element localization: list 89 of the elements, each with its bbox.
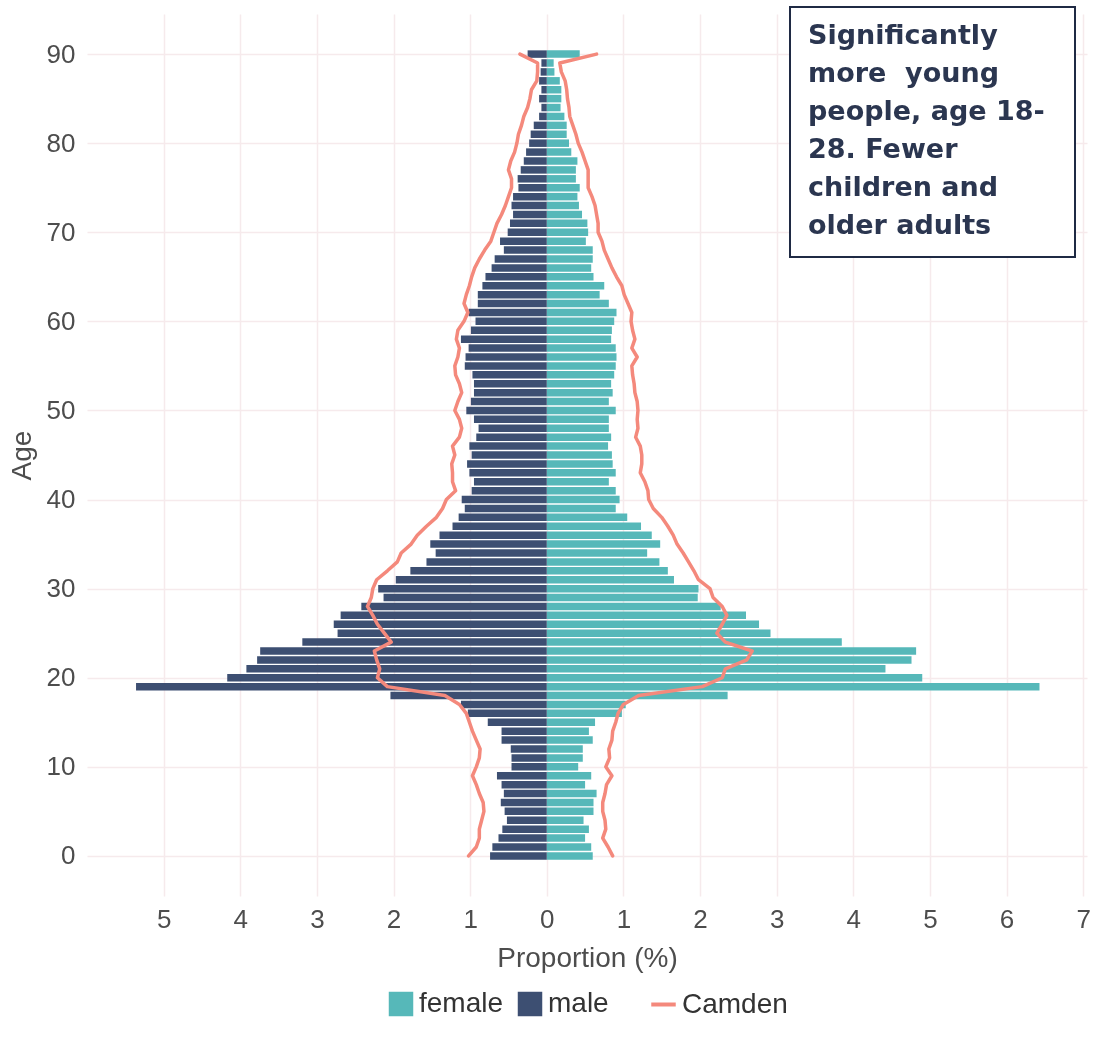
bar <box>470 397 547 406</box>
legend-label: Camden <box>682 987 788 1019</box>
bar <box>546 290 600 299</box>
bar <box>533 121 547 130</box>
x-tick-label: 4 <box>846 903 862 934</box>
bar <box>546 219 588 228</box>
bar <box>541 103 547 112</box>
bar <box>546 406 616 415</box>
y-tick-label: 60 <box>46 305 76 336</box>
bar <box>136 682 547 691</box>
bar <box>460 700 547 709</box>
bar <box>509 219 547 228</box>
bar <box>503 789 547 798</box>
x-tick-label: 7 <box>1076 903 1091 934</box>
bar <box>546 780 586 789</box>
x-tick-label: 2 <box>693 903 708 934</box>
legend-label: female <box>419 987 504 1018</box>
x-tick-label: 1 <box>463 903 478 934</box>
y-tick-label: 50 <box>46 394 76 425</box>
bar <box>546 210 583 219</box>
bar <box>546 798 594 807</box>
bar <box>546 789 597 798</box>
bar <box>473 415 547 424</box>
bar <box>477 290 547 299</box>
bar <box>466 406 547 415</box>
x-axis-title: Proportion (%) <box>497 941 678 973</box>
bar <box>467 709 547 718</box>
bar <box>546 495 620 504</box>
bar <box>546 112 565 121</box>
y-axis-title: Age <box>5 430 37 481</box>
bar <box>546 94 562 103</box>
bar <box>471 486 547 495</box>
bar <box>500 798 547 807</box>
bar <box>468 308 547 317</box>
bar <box>473 388 547 397</box>
bar <box>504 807 547 816</box>
x-tick-label: 0 <box>540 903 555 934</box>
legend-label: male <box>548 987 609 1018</box>
bar <box>378 584 547 593</box>
x-tick-label: 4 <box>233 903 248 934</box>
bar <box>461 495 547 504</box>
annotation: Significantly more young people, age 18-28. Fewer children and older adults <box>789 6 1076 258</box>
x-tick-label: 3 <box>769 903 785 934</box>
bar <box>475 317 547 326</box>
x-tick-label: 6 <box>999 903 1015 934</box>
y-tick-label: 40 <box>46 484 76 515</box>
y-tick-label: 80 <box>46 127 76 158</box>
y-tick-label: 20 <box>46 662 76 693</box>
bar <box>546 299 609 308</box>
bar <box>477 299 547 308</box>
bar <box>546 486 616 495</box>
bar <box>546 513 628 522</box>
bar <box>546 807 594 816</box>
bar <box>546 308 617 317</box>
bar <box>361 602 547 611</box>
bar <box>546 593 698 602</box>
bar <box>546 201 579 210</box>
bar <box>539 94 547 103</box>
bar <box>546 584 699 593</box>
bar <box>458 513 547 522</box>
y-tick-label: 90 <box>46 38 76 69</box>
bar <box>546 192 578 201</box>
y-tick-label: 10 <box>46 751 76 782</box>
bar <box>546 317 615 326</box>
bar <box>546 121 567 130</box>
bar <box>340 611 547 620</box>
bar <box>383 593 547 602</box>
bar <box>501 780 547 789</box>
bar <box>546 682 1040 691</box>
bar <box>513 192 547 201</box>
bar <box>546 415 609 424</box>
x-tick-label: 5 <box>156 903 172 934</box>
bar <box>539 112 547 121</box>
bar <box>546 602 721 611</box>
y-tick-label: 70 <box>46 216 76 247</box>
bar <box>546 388 613 397</box>
x-tick-label: 2 <box>386 903 402 934</box>
bar <box>546 504 616 513</box>
bar <box>546 103 561 112</box>
y-tick-label: 0 <box>61 840 76 871</box>
x-tick-label: 3 <box>310 903 325 934</box>
bar <box>546 397 609 406</box>
bar <box>513 210 547 219</box>
bar <box>464 504 547 513</box>
y-tick-label: 30 <box>46 573 76 604</box>
x-tick-label: 5 <box>923 903 938 934</box>
bar <box>546 611 746 620</box>
bar <box>511 201 547 210</box>
x-tick-label: 1 <box>616 903 632 934</box>
